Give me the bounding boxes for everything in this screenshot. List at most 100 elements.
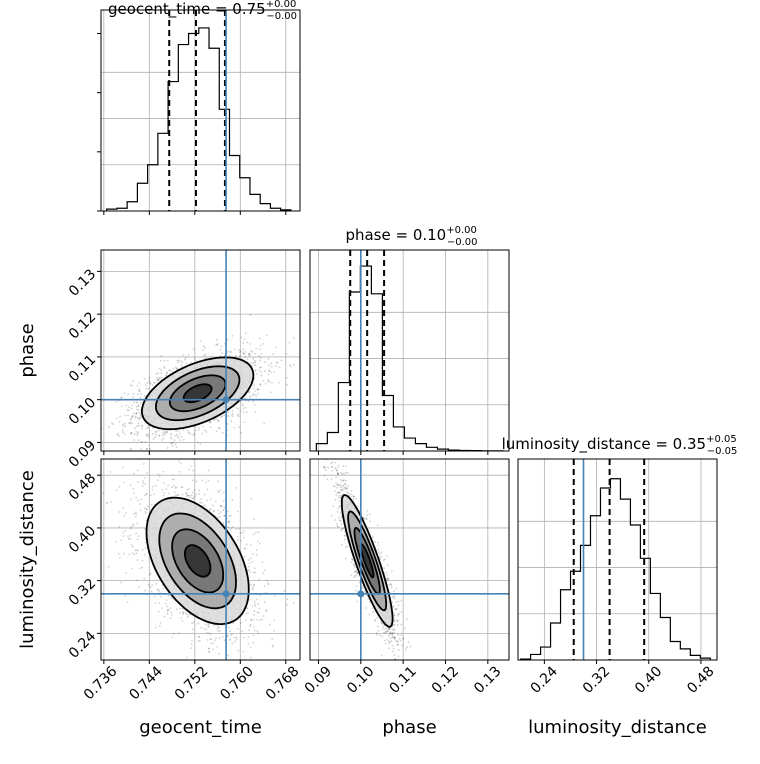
scatter-point — [119, 511, 121, 513]
scatter-point — [242, 403, 244, 405]
scatter-point — [135, 412, 137, 414]
scatter-point — [115, 401, 117, 403]
scatter-point — [264, 569, 266, 571]
scatter-point — [108, 426, 110, 428]
scatter-point — [158, 611, 160, 613]
scatter-point — [230, 527, 232, 529]
scatter-point — [272, 353, 274, 355]
scatter-point — [162, 430, 164, 432]
scatter-point — [236, 407, 238, 409]
scatter-point — [286, 384, 288, 386]
scatter-point — [209, 421, 211, 423]
scatter-point — [273, 670, 275, 672]
scatter-point — [136, 385, 138, 387]
scatter-point — [218, 653, 220, 655]
scatter-point — [140, 499, 142, 501]
scatter-point — [146, 448, 148, 450]
scatter-point — [139, 415, 141, 417]
scatter-point — [131, 405, 133, 407]
scatter-point — [232, 335, 234, 337]
scatter-point — [378, 551, 380, 553]
scatter-point — [197, 441, 199, 443]
scatter-point — [271, 366, 273, 368]
scatter-point — [123, 482, 125, 484]
scatter-point — [180, 360, 182, 362]
scatter-point — [243, 637, 245, 639]
scatter-point — [171, 486, 173, 488]
scatter-point — [130, 419, 132, 421]
scatter-point — [400, 639, 402, 641]
scatter-point — [249, 397, 251, 399]
scatter-point — [116, 434, 118, 436]
scatter-point — [132, 546, 134, 548]
scatter-point — [232, 413, 234, 415]
scatter-point — [258, 389, 260, 391]
scatter-point — [138, 418, 140, 420]
scatter-point — [150, 494, 152, 496]
scatter-point — [135, 533, 137, 535]
scatter-point — [185, 612, 187, 614]
scatter-point — [263, 615, 265, 617]
scatter-point — [151, 384, 153, 386]
scatter-point — [108, 457, 110, 459]
scatter-point — [177, 435, 179, 437]
scatter-point — [257, 630, 259, 632]
scatter-point — [122, 425, 124, 427]
scatter-point — [202, 505, 204, 507]
scatter-point — [269, 624, 271, 626]
scatter-point — [131, 456, 133, 458]
scatter-point — [130, 484, 132, 486]
scatter-point — [293, 364, 295, 366]
scatter-point — [119, 416, 121, 418]
scatter-point — [160, 596, 162, 598]
scatter-point — [337, 525, 339, 527]
scatter-point — [344, 539, 346, 541]
scatter-point — [127, 414, 129, 416]
scatter-point — [238, 426, 240, 428]
scatter-point — [262, 343, 264, 345]
scatter-point — [172, 478, 174, 480]
scatter-point — [144, 554, 146, 556]
scatter-point — [220, 663, 222, 665]
scatter-point — [254, 603, 256, 605]
scatter-point — [210, 633, 212, 635]
scatter-point — [252, 642, 254, 644]
scatter-point — [386, 555, 388, 557]
scatter-point — [155, 373, 157, 375]
scatter-point — [242, 351, 244, 353]
scatter-point — [228, 526, 230, 528]
scatter-point — [270, 391, 272, 393]
scatter-point — [198, 429, 200, 431]
scatter-point — [248, 643, 250, 645]
scatter-point — [119, 486, 121, 488]
scatter-point — [250, 350, 252, 352]
scatter-point — [206, 628, 208, 630]
scatter-point — [396, 588, 398, 590]
scatter-point — [148, 377, 150, 379]
scatter-point — [222, 636, 224, 638]
scatter-point — [265, 383, 267, 385]
scatter-point — [176, 367, 178, 369]
scatter-point — [124, 392, 126, 394]
scatter-point — [194, 495, 196, 497]
scatter-point — [191, 622, 193, 624]
scatter-point — [138, 425, 140, 427]
scatter-point — [173, 368, 175, 370]
scatter-point — [173, 478, 175, 480]
scatter-point — [177, 430, 179, 432]
scatter-point — [137, 431, 139, 433]
scatter-point — [248, 569, 250, 571]
scatter-point — [289, 364, 291, 366]
scatter-point — [286, 604, 288, 606]
scatter-point — [161, 439, 163, 441]
scatter-point — [253, 619, 255, 621]
scatter-point — [186, 656, 188, 658]
scatter-point — [151, 504, 153, 506]
scatter-point — [208, 470, 210, 472]
scatter-point — [159, 476, 161, 478]
scatter-point — [141, 454, 143, 456]
scatter-point — [261, 562, 263, 564]
scatter-point — [323, 475, 325, 477]
scatter-point — [215, 418, 217, 420]
scatter-point — [289, 342, 291, 344]
